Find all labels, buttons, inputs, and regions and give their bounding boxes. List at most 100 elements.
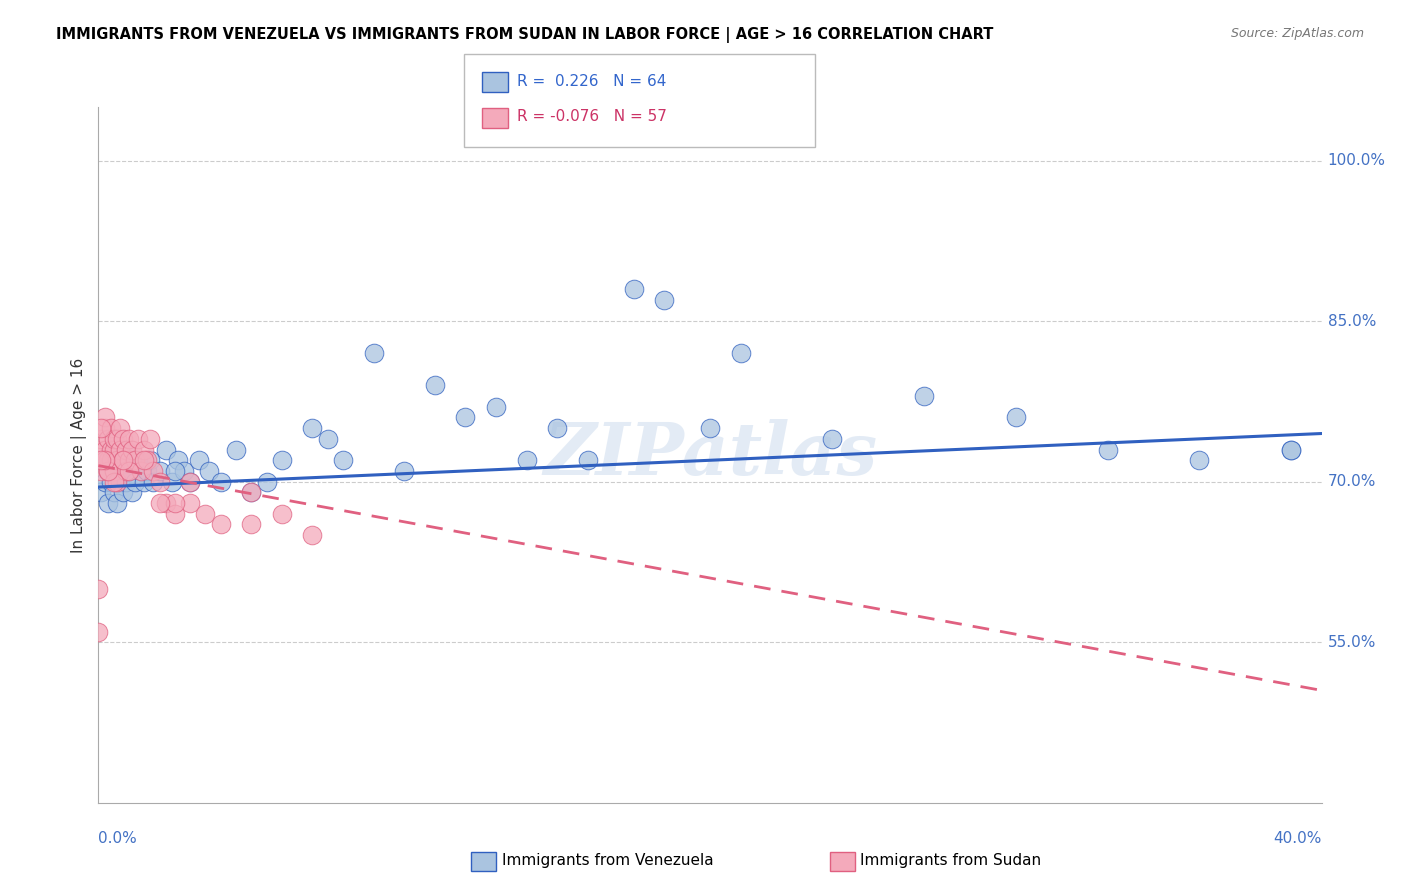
Point	[194, 507, 217, 521]
Point	[1279, 442, 1302, 457]
Point	[699, 421, 721, 435]
Text: IMMIGRANTS FROM VENEZUELA VS IMMIGRANTS FROM SUDAN IN LABOR FORCE | AGE > 16 COR: IMMIGRANTS FROM VENEZUELA VS IMMIGRANTS …	[56, 27, 994, 43]
Point	[111, 432, 134, 446]
Point	[134, 442, 156, 457]
Point	[93, 453, 115, 467]
Point	[163, 464, 186, 478]
Point	[240, 517, 263, 532]
Point	[90, 442, 112, 457]
Point	[129, 464, 152, 478]
Point	[912, 389, 935, 403]
Point	[115, 475, 138, 489]
Point	[316, 432, 339, 446]
Point	[97, 464, 120, 478]
Point	[149, 464, 172, 478]
Point	[256, 475, 278, 489]
Point	[188, 453, 211, 467]
Point	[1004, 410, 1026, 425]
Text: 70.0%: 70.0%	[1327, 475, 1376, 489]
Point	[105, 475, 128, 489]
Point	[129, 464, 152, 478]
Text: Immigrants from Sudan: Immigrants from Sudan	[860, 854, 1042, 868]
Point	[93, 453, 115, 467]
Point	[90, 432, 112, 446]
Point	[155, 442, 177, 457]
Point	[111, 485, 134, 500]
Point	[108, 442, 131, 457]
Point	[270, 453, 292, 467]
Point	[149, 475, 172, 489]
Point	[105, 453, 128, 467]
Point	[100, 475, 122, 489]
Point	[821, 432, 844, 446]
Point	[87, 582, 110, 596]
Point	[103, 485, 125, 500]
Point	[179, 496, 201, 510]
Point	[134, 475, 156, 489]
Point	[139, 432, 162, 446]
Point	[225, 442, 247, 457]
Point	[118, 432, 141, 446]
Point	[730, 346, 752, 360]
Point	[103, 464, 125, 478]
Point	[546, 421, 568, 435]
Point	[270, 507, 292, 521]
Point	[127, 453, 149, 467]
Point	[111, 453, 134, 467]
Point	[108, 421, 131, 435]
Point	[97, 464, 120, 478]
Point	[103, 453, 125, 467]
Point	[163, 496, 186, 510]
Point	[90, 453, 112, 467]
Point	[103, 442, 125, 457]
Point	[301, 421, 323, 435]
Point	[1097, 442, 1119, 457]
Point	[1279, 442, 1302, 457]
Point	[108, 475, 131, 489]
Point	[108, 453, 131, 467]
Text: R =  0.226   N = 64: R = 0.226 N = 64	[517, 74, 666, 88]
Point	[97, 464, 120, 478]
Text: 85.0%: 85.0%	[1327, 314, 1376, 328]
Point	[149, 496, 172, 510]
Point	[363, 346, 385, 360]
Point	[118, 464, 141, 478]
Point	[118, 453, 141, 467]
Point	[160, 475, 183, 489]
Point	[576, 453, 599, 467]
Point	[87, 624, 110, 639]
Point	[100, 442, 122, 457]
Point	[100, 421, 122, 435]
Point	[179, 475, 201, 489]
Point	[93, 442, 115, 457]
Point	[423, 378, 446, 392]
Point	[652, 293, 675, 307]
Point	[97, 496, 120, 510]
Point	[155, 496, 177, 510]
Text: 55.0%: 55.0%	[1327, 635, 1376, 649]
Point	[103, 475, 125, 489]
Point	[142, 464, 165, 478]
Point	[392, 464, 416, 478]
Text: 0.0%: 0.0%	[98, 830, 138, 846]
Text: ZIPatlas: ZIPatlas	[543, 419, 877, 491]
Point	[105, 496, 128, 510]
Text: R = -0.076   N = 57: R = -0.076 N = 57	[517, 110, 668, 124]
Point	[115, 442, 138, 457]
Point	[93, 421, 115, 435]
Point	[139, 453, 162, 467]
Point	[111, 464, 134, 478]
Point	[90, 464, 112, 478]
Point	[105, 475, 128, 489]
Point	[115, 442, 138, 457]
Point	[301, 528, 323, 542]
Point	[167, 453, 190, 467]
Point	[124, 453, 146, 467]
Point	[173, 464, 195, 478]
Point	[121, 485, 143, 500]
Point	[93, 410, 115, 425]
Text: 100.0%: 100.0%	[1327, 153, 1386, 168]
Point	[136, 464, 159, 478]
Point	[118, 464, 141, 478]
Point	[103, 464, 125, 478]
